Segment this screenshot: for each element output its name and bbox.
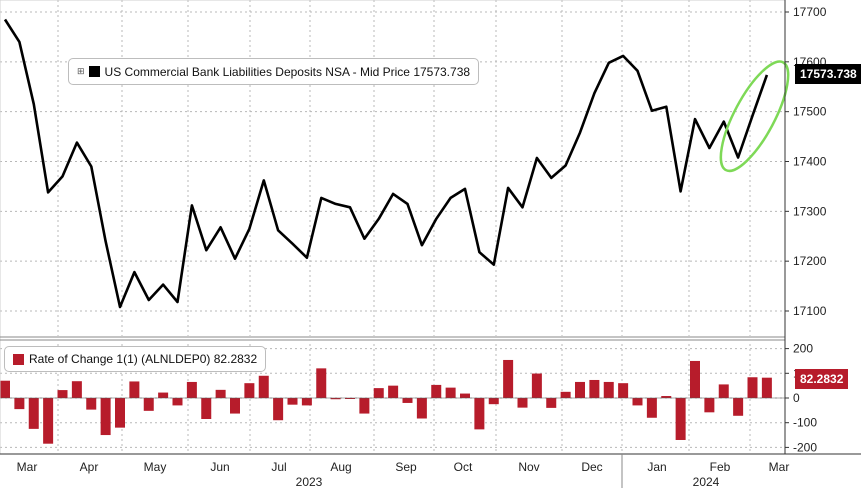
- month-label-2: May: [144, 460, 167, 474]
- month-label-9: Dec: [581, 460, 602, 474]
- expand-icon[interactable]: ⊞: [77, 66, 85, 76]
- month-label-5: Aug: [330, 460, 351, 474]
- legend-main-swatch: [88, 66, 100, 77]
- bar-15: [215, 389, 226, 398]
- month-label-1: Apr: [80, 460, 99, 474]
- ytick-label-sub--100: -100: [793, 416, 817, 430]
- legend-sub-swatch: [13, 353, 24, 365]
- grid-lines: [0, 0, 785, 454]
- month-label-7: Oct: [454, 460, 473, 474]
- month-label-12: Mar: [769, 460, 790, 474]
- bar-11: [158, 392, 169, 398]
- last-value-main: 17573.738: [800, 67, 857, 81]
- bar-41: [589, 379, 600, 398]
- bar-18: [258, 375, 269, 398]
- bar-13: [186, 381, 197, 398]
- legend-main-label: US Commercial Bank Liabilities Deposits …: [104, 64, 471, 79]
- rate-of-change-bars: [0, 359, 785, 444]
- legend-sub-label: Rate of Change 1(1) (ALNLDEP0) 82.2832: [29, 352, 258, 366]
- bar-1: [14, 398, 25, 410]
- bar-19: [273, 398, 284, 421]
- bar-43: [618, 383, 629, 398]
- bar-30: [431, 384, 442, 398]
- bar-42: [603, 381, 614, 398]
- bar-37: [531, 373, 542, 398]
- bar-3: [43, 398, 54, 444]
- month-label-3: Jun: [210, 460, 229, 474]
- bar-20: [287, 398, 298, 405]
- deposits-line: [3, 18, 769, 309]
- bar-17: [244, 383, 255, 398]
- bar-31: [445, 387, 456, 398]
- deposits-line-layer: [3, 18, 769, 309]
- ytick-label-main-17300: 17300: [793, 204, 827, 218]
- last-value-sub-tag: 82.2832: [795, 369, 849, 389]
- bar-24: [345, 398, 355, 399]
- bar-0: [0, 380, 10, 398]
- month-label-0: Mar: [17, 460, 38, 474]
- year-label-1: 2024: [693, 475, 720, 488]
- bar-35: [503, 359, 514, 398]
- month-label-8: Nov: [518, 460, 539, 474]
- bar-22: [316, 368, 327, 398]
- bar-4: [57, 390, 68, 398]
- bar-48: [690, 360, 700, 398]
- bar-52: [747, 377, 758, 398]
- bar-45: [646, 398, 657, 418]
- bar-49: [704, 398, 715, 413]
- ytick-label-main-17500: 17500: [793, 105, 827, 119]
- bar-26: [373, 388, 384, 398]
- month-label-6: Sep: [395, 460, 417, 474]
- bar-9: [129, 381, 140, 398]
- highlight-ellipse-shape: [719, 60, 790, 173]
- bar-21: [301, 398, 312, 406]
- bar-14: [201, 398, 212, 419]
- ytick-label-main-17100: 17100: [793, 304, 827, 318]
- ytick-label-sub-200: 200: [793, 342, 813, 356]
- bar-46: [661, 396, 672, 398]
- legend-main[interactable]: ⊞ US Commercial Bank Liabilities Deposit…: [68, 58, 480, 85]
- month-label-11: Feb: [710, 460, 731, 474]
- bar-6: [86, 398, 97, 410]
- ytick-label-main-17200: 17200: [793, 254, 827, 268]
- highlight-ellipse: [719, 60, 790, 173]
- month-label-4: Jul: [271, 460, 286, 474]
- bar-25: [359, 398, 370, 414]
- bar-27: [388, 385, 399, 398]
- bar-38: [546, 398, 557, 408]
- ytick-label-sub--200: -200: [793, 440, 817, 454]
- bar-28: [402, 398, 413, 403]
- bar-47: [675, 398, 686, 440]
- year-label-0: 2023: [296, 475, 323, 488]
- bar-40: [575, 381, 585, 398]
- bar-36: [517, 398, 528, 408]
- ytick-label-sub-0: 0: [793, 391, 800, 405]
- tick-labels: 1710017200173001740017500176001770020010…: [17, 5, 827, 488]
- bar-8: [115, 398, 125, 428]
- bar-33: [474, 398, 485, 430]
- last-value-sub: 82.2832: [800, 372, 844, 386]
- bar-10: [143, 398, 154, 411]
- bar-44: [632, 398, 643, 406]
- bar-32: [460, 393, 470, 398]
- month-label-10: Jan: [647, 460, 666, 474]
- bar-12: [172, 398, 183, 406]
- bar-5: [71, 381, 82, 398]
- legend-sub[interactable]: Rate of Change 1(1) (ALNLDEP0) 82.2832: [4, 346, 267, 372]
- bar-16: [230, 398, 240, 414]
- ytick-label-main-17400: 17400: [793, 155, 827, 169]
- bar-39: [560, 391, 571, 398]
- bar-7: [100, 398, 111, 436]
- bar-53: [761, 377, 772, 398]
- bar-2: [28, 398, 39, 429]
- bar-29: [416, 398, 427, 419]
- bar-50: [718, 384, 729, 398]
- ytick-label-main-17700: 17700: [793, 5, 827, 19]
- axes: [0, 0, 861, 455]
- last-value-main-tag: 17573.738: [795, 64, 861, 84]
- bar-51: [733, 398, 744, 416]
- bar-23: [330, 398, 341, 400]
- bar-34: [488, 398, 499, 405]
